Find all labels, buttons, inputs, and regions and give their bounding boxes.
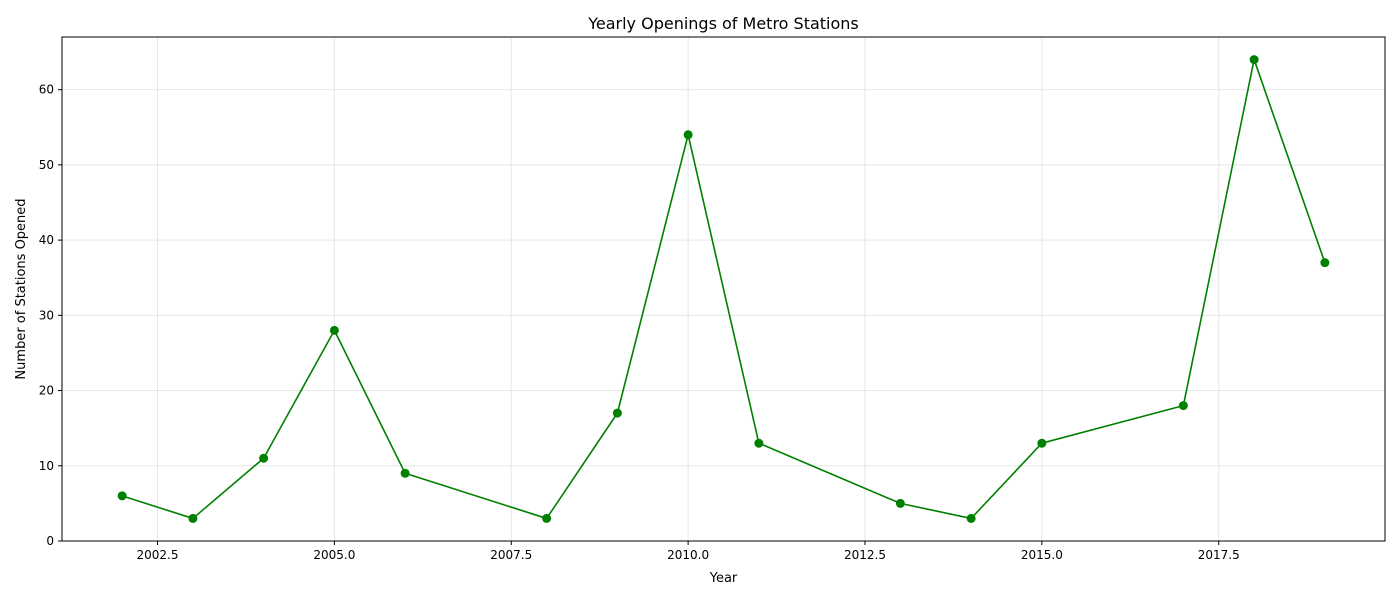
- x-axis-ticks: 2002.5 2005.0 2007.5 2010.0 2012.5 2015.0 2017…: [137, 541, 1240, 562]
- data-points: [117, 55, 1330, 523]
- data-point: [259, 453, 269, 463]
- data-point: [966, 513, 976, 523]
- x-tick-label: 2005.0: [313, 548, 355, 562]
- x-tick-label: 2017.5: [1198, 548, 1240, 562]
- x-tick-label: 2002.5: [137, 548, 179, 562]
- data-point: [400, 468, 410, 478]
- y-tick-label: 20: [39, 384, 54, 398]
- y-tick-label: 50: [39, 158, 54, 172]
- y-axis-ticks: 0 10 20 30 40 50 60: [39, 83, 62, 548]
- data-point: [1037, 438, 1047, 448]
- y-axis-label: Number of Stations Opened: [14, 198, 29, 379]
- data-point: [754, 438, 764, 448]
- y-tick-label: 10: [39, 459, 54, 473]
- data-point: [683, 130, 693, 140]
- plot-frame: [61, 36, 1386, 542]
- data-point: [188, 513, 198, 523]
- data-point: [329, 325, 339, 335]
- x-tick-label: 2012.5: [844, 548, 886, 562]
- x-tick-label: 2007.5: [490, 548, 532, 562]
- data-point: [542, 513, 552, 523]
- y-tick-label: 0: [46, 534, 54, 548]
- y-tick-label: 40: [39, 233, 54, 247]
- data-point: [117, 491, 127, 501]
- x-tick-label: 2015.0: [1021, 548, 1063, 562]
- data-point: [1178, 401, 1188, 411]
- y-tick-label: 60: [39, 83, 54, 97]
- data-point: [612, 408, 622, 418]
- y-tick-label: 30: [39, 308, 54, 322]
- x-axis-label: Year: [709, 571, 738, 586]
- data-point: [895, 498, 905, 508]
- x-tick-label: 2010.0: [667, 548, 709, 562]
- data-point: [1249, 55, 1259, 65]
- chart-title: Yearly Openings of Metro Stations: [587, 14, 859, 33]
- data-point: [1320, 258, 1330, 268]
